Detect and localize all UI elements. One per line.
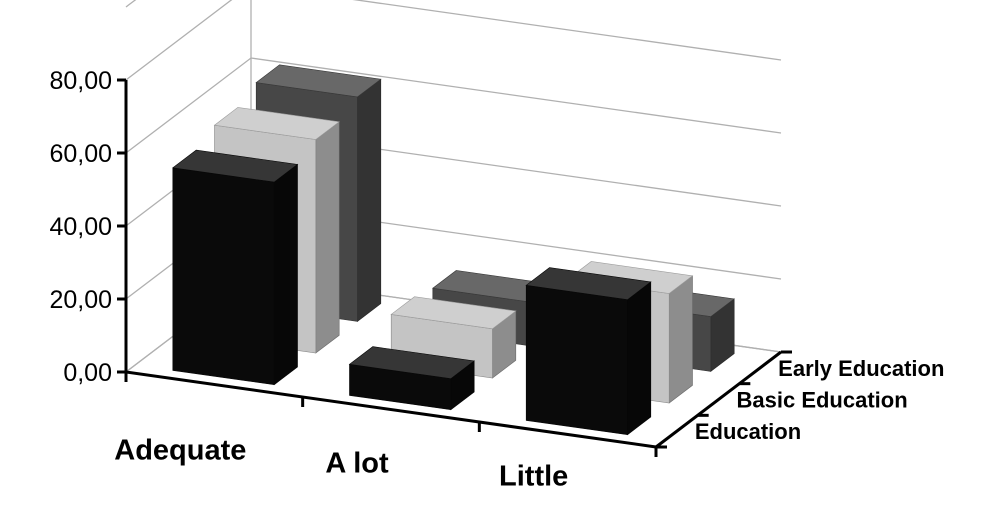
bar-side bbox=[273, 163, 298, 386]
gridline bbox=[125, 0, 782, 81]
y-tick-label: 60,00 bbox=[49, 140, 112, 168]
y-tick-label: 20,00 bbox=[49, 286, 112, 314]
bar-top bbox=[172, 149, 299, 183]
bar-education-a-lot bbox=[348, 346, 475, 411]
series-label-early-education: Early Education bbox=[778, 356, 944, 381]
category-label-adequate: Adequate bbox=[114, 435, 246, 467]
bar-side bbox=[315, 121, 340, 354]
category-label-little: Little bbox=[499, 461, 568, 493]
chart-labels: 0,00 20,00 40,00 60,00 80,00 Adequate A lot Lit… bbox=[49, 67, 944, 493]
bar-education-adequate bbox=[172, 149, 299, 386]
bar-education-little bbox=[525, 267, 652, 436]
bar-top bbox=[348, 346, 475, 380]
bar-top bbox=[390, 296, 517, 330]
y-tick-label: 80,00 bbox=[49, 67, 112, 95]
bar-side bbox=[668, 275, 693, 404]
depth-axis-line bbox=[655, 350, 782, 449]
y-tick-label: 40,00 bbox=[49, 213, 112, 241]
bar-top bbox=[525, 267, 652, 301]
series-label-education: Education bbox=[695, 419, 801, 444]
bar-top bbox=[213, 107, 340, 140]
bar-side bbox=[357, 78, 382, 323]
chart-axes bbox=[117, 78, 792, 457]
chart-bars bbox=[172, 64, 735, 436]
bar-front bbox=[172, 167, 275, 386]
bar-front bbox=[525, 284, 628, 436]
series-label-basic-education: Basic Education bbox=[737, 388, 908, 413]
y-tick-label: 0,00 bbox=[63, 359, 112, 387]
category-label-a-lot: A lot bbox=[325, 448, 389, 480]
x-axis-line bbox=[125, 370, 657, 449]
bar-top bbox=[255, 64, 382, 98]
bar-side bbox=[627, 281, 652, 436]
